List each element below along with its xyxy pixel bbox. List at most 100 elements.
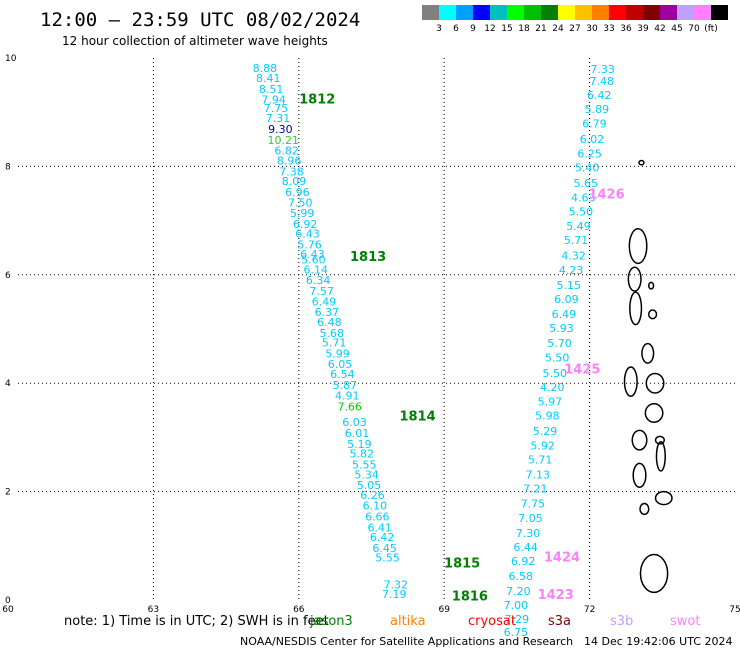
wave-height-value: 5.99	[290, 207, 315, 220]
footer-credit: NOAA/NESDIS Center for Satellite Applica…	[240, 635, 573, 648]
island-outline	[647, 309, 658, 320]
pass-number-label: 1425	[564, 363, 600, 378]
wave-height-value: 5.68	[320, 327, 345, 340]
wave-height-value: 8.88	[253, 62, 278, 75]
wave-height-value: 5.19	[347, 438, 372, 451]
color-scale-legend: 3 6 9 12 15 18 21 24 27 30 33 36 39 42 45 70 (ft)	[422, 5, 728, 34]
color-swatch	[507, 5, 524, 20]
pass-number-label: 1426	[588, 188, 624, 203]
color-scale-label: 24	[552, 24, 564, 34]
y-tick-label: 10	[5, 54, 17, 64]
wave-height-value: 4.63	[571, 191, 596, 204]
wave-height-value: 6.75	[504, 626, 529, 639]
wave-height-value: 7.21	[523, 482, 548, 495]
wave-height-value: 6.09	[554, 293, 579, 306]
satellite-legend-entry: jason3	[309, 614, 353, 629]
island-outline	[647, 281, 655, 290]
color-scale-label: 12	[484, 24, 495, 34]
wave-height-value: 7.20	[506, 585, 531, 598]
wave-height-value: 6.42	[587, 89, 612, 102]
pass-number-label: 1812	[299, 93, 335, 108]
color-swatch	[558, 5, 575, 20]
wave-height-value: 6.10	[363, 500, 388, 513]
footer-timestamp: 14 Dec 19:42:06 UTC 2024	[584, 635, 732, 648]
satellite-legend-entry: altika	[390, 614, 426, 629]
wave-height-value: 6.37	[315, 306, 340, 319]
island-outline	[628, 227, 648, 265]
color-swatch	[473, 5, 490, 20]
satellite-legend: jason3 altika cryosat s3a s3b swot	[309, 614, 700, 629]
wave-height-value: 5.71	[528, 454, 553, 467]
color-swatch	[592, 5, 609, 20]
color-swatch	[524, 5, 541, 20]
wave-height-value: 6.82	[274, 145, 299, 158]
x-tick-label: 69	[438, 605, 450, 615]
wave-height-value: 7.00	[504, 599, 529, 612]
wave-height-value: 7.48	[589, 75, 614, 88]
color-scale-label: (ft)	[704, 24, 718, 34]
color-swatch	[711, 5, 728, 20]
wave-height-value: 6.26	[360, 489, 385, 502]
color-scale-label: 36	[620, 24, 632, 34]
island-outlines	[623, 159, 673, 594]
color-scale-label: 18	[518, 24, 530, 34]
wave-height-value: 6.79	[582, 118, 607, 131]
island-outline	[632, 462, 647, 489]
wave-height-value: 8.09	[282, 175, 307, 188]
wave-height-value: 9.30	[268, 123, 293, 136]
wave-height-value: 6.01	[345, 427, 370, 440]
wave-height-value: 5.55	[375, 552, 400, 565]
y-tick-label: 8	[5, 162, 11, 172]
island-outline	[654, 435, 665, 445]
x-tick-label: 60	[2, 605, 14, 615]
x-tick-label: 66	[293, 605, 305, 615]
wave-height-value: 5.05	[357, 479, 382, 492]
wave-height-value: 5.93	[549, 322, 574, 335]
y-tick-label: 6	[5, 271, 11, 281]
pass-number-label: 1423	[538, 588, 574, 603]
wave-height-value: 8.41	[256, 72, 281, 85]
wave-height-value: 6.42	[370, 531, 395, 544]
wave-height-value: 6.41	[367, 521, 392, 534]
wave-height-value: 5.71	[564, 234, 589, 247]
wave-height-value: 7.29	[505, 613, 530, 626]
wave-height-value: 6.14	[304, 263, 329, 276]
color-swatch	[609, 5, 626, 20]
wave-height-value: 6.66	[365, 511, 390, 524]
satellite-legend-entry: swot	[670, 614, 700, 629]
wave-height-value: 7.31	[266, 112, 291, 125]
color-swatch	[456, 5, 473, 20]
wave-height-value: 7.94	[261, 94, 286, 107]
color-scale-label: 70	[688, 24, 700, 34]
x-tick-label: 63	[148, 605, 159, 615]
island-outline	[655, 440, 666, 472]
island-outline	[644, 403, 664, 423]
island-outline	[654, 490, 673, 506]
wave-height-value: 6.45	[372, 542, 397, 555]
pass-number-label: 1814	[399, 410, 435, 425]
wave-height-value: 7.33	[590, 63, 615, 76]
wave-height-value: 5.98	[535, 410, 560, 423]
y-tick-label: 0	[5, 596, 11, 606]
color-scale-label: 27	[569, 24, 580, 34]
color-swatch	[694, 5, 711, 20]
color-scale-label: 6	[453, 24, 459, 34]
color-swatch	[422, 5, 439, 20]
wave-height-value: 5.60	[301, 254, 326, 267]
wave-height-value: 4.20	[540, 381, 565, 394]
wave-height-value: 4.23	[559, 264, 584, 277]
pass-labels: 1812 1813 1814 1815 1816 1426 1425 1424 1423	[299, 93, 625, 605]
wave-height-value: 7.19	[382, 588, 407, 601]
color-scale-label: 21	[535, 24, 546, 34]
pass-number-label: 1813	[350, 250, 386, 265]
wave-height-value: 6.54	[330, 368, 355, 381]
wave-height-value: 4.32	[561, 249, 586, 262]
wave-height-value: 5.89	[585, 103, 610, 116]
wave-height-value: 6.92	[511, 555, 536, 568]
x-tick-label: 75	[729, 605, 740, 615]
wave-height-value: 5.29	[533, 425, 558, 438]
wave-height-value: 5.87	[333, 379, 358, 392]
wave-height-value: 5.92	[530, 440, 555, 453]
satellite-tracks: 8.888.418.517.947.757.319.3010.216.828.9…	[253, 62, 615, 639]
wave-height-value: 6.49	[312, 295, 337, 308]
